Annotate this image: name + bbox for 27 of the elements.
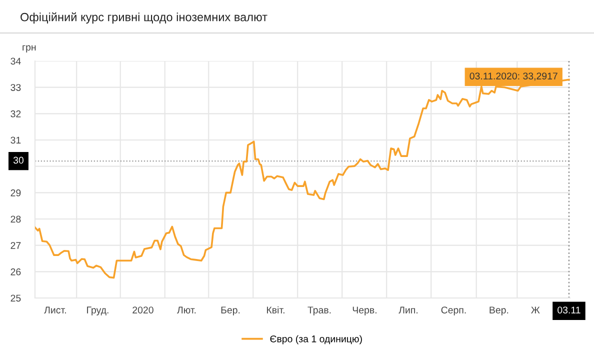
y-tick-label: 32 (10, 110, 21, 118)
x-tick-label: 2020 (132, 306, 154, 314)
y-tick-label: 27 (10, 242, 21, 249)
x-tick-label: Лют. (177, 306, 196, 314)
y-tick-label: 33 (10, 84, 21, 91)
legend-label: Євро (за 1 одиницю) (270, 335, 362, 344)
x-tick-label: 03.11 (558, 306, 580, 314)
y-tick-label: 31 (10, 136, 21, 144)
x-tick-label: Груд. (87, 306, 108, 316)
x-tick-label: Вер. (490, 306, 508, 316)
x-tick-label: Лист. (44, 306, 66, 314)
y-tick-label: 25 (10, 294, 21, 302)
annotation: 03.11.2020: 33,2917 (470, 72, 558, 81)
x-tick-label: Бер. (221, 306, 240, 316)
y-tick-label: 29 (10, 189, 21, 196)
x-tick-label: Квіт. (266, 306, 284, 314)
x-tick-label: Черв. (352, 306, 376, 316)
x-tick-label: Серп. (441, 306, 466, 316)
x-tick-label: Трав. (308, 306, 331, 316)
x-tick-label: Ж (531, 306, 540, 314)
y-axis-title: грн (22, 45, 36, 53)
y-tick-label: 26 (10, 268, 21, 276)
y-tick-label: 34 (10, 58, 21, 65)
chart-title: Офіційний курс гривні щодо іноземних валют (20, 12, 268, 24)
x-tick-label: Лип. (398, 306, 418, 314)
ref-line-label: 30 (13, 156, 24, 164)
y-tick-label: 28 (10, 216, 21, 223)
